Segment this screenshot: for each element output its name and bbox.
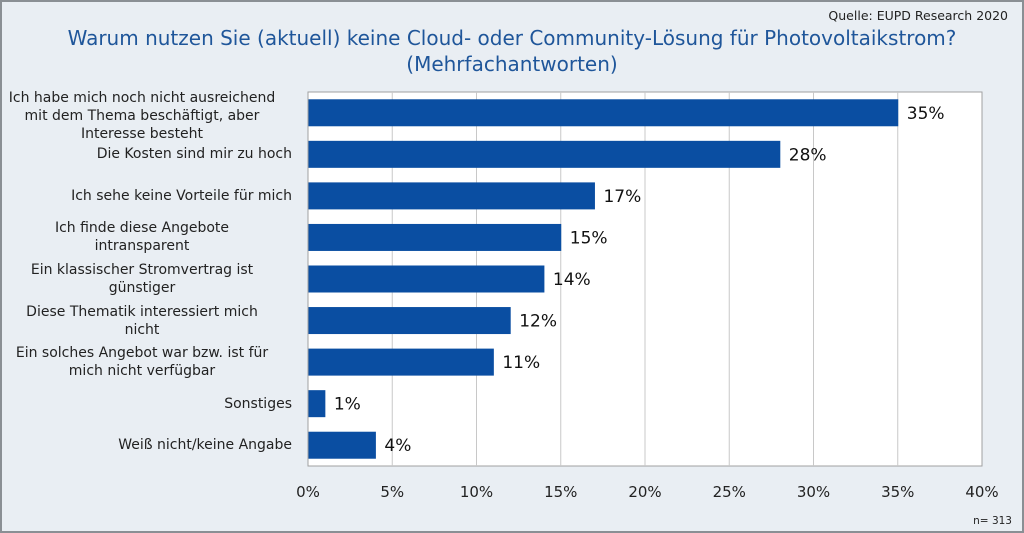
- bar: [308, 182, 595, 210]
- bar: [308, 390, 326, 418]
- category-label: Ein solches Angebot war bzw. ist für mich…: [0, 344, 292, 380]
- category-label: Sonstiges: [0, 395, 292, 413]
- value-label: 12%: [519, 312, 557, 332]
- source-label: Quelle: EUPD Research 2020: [828, 8, 1008, 23]
- category-label-line: Interesse besteht: [80, 126, 204, 142]
- category-label: Ich sehe keine Vorteile für mich: [0, 187, 292, 205]
- x-tick-label: 30%: [797, 483, 830, 501]
- category-label: Weiß nicht/keine Angabe: [0, 436, 292, 454]
- bar: [308, 431, 376, 459]
- bar: [308, 140, 781, 168]
- category-label-line: mich nicht verfügbar: [68, 363, 216, 380]
- category-label-line: Ich habe mich noch nicht ausreichend: [8, 90, 276, 106]
- category-label-line: Sonstiges: [224, 395, 292, 412]
- value-label: 17%: [603, 187, 641, 207]
- chart-title: Warum nutzen Sie (aktuell) keine Cloud- …: [2, 25, 1022, 77]
- value-label: 28%: [789, 145, 827, 165]
- category-label-line: Ich sehe keine Vorteile für mich: [71, 187, 292, 204]
- value-label: 4%: [384, 436, 411, 456]
- sample-size-note: n= 313: [973, 515, 1012, 527]
- bar: [308, 307, 511, 335]
- value-label: 11%: [502, 353, 540, 373]
- category-label: Die Kosten sind mir zu hoch: [0, 145, 292, 163]
- category-label-line: mit dem Thema beschäftigt, aber: [24, 108, 260, 124]
- category-label-line: Ein klassischer Stromvertrag ist: [30, 262, 254, 278]
- category-label-line: Diese Thematik interessiert mich: [26, 303, 258, 320]
- category-label-line: günstiger: [108, 280, 176, 296]
- x-tick-label: 0%: [296, 483, 320, 501]
- value-label: 35%: [907, 104, 945, 124]
- category-label-line: intransparent: [94, 238, 190, 255]
- bar: [308, 99, 899, 127]
- x-tick-label: 35%: [881, 483, 914, 501]
- category-label: Ich habe mich noch nicht ausreichend mit …: [0, 89, 292, 143]
- category-label: Ich finde diese Angebote intransparent: [0, 219, 292, 255]
- x-tick-label: 15%: [544, 483, 577, 501]
- category-label-line: nicht: [124, 321, 160, 338]
- value-label: 1%: [334, 395, 361, 415]
- bar: [308, 265, 545, 293]
- chart-title-line: Warum nutzen Sie (aktuell) keine Cloud- …: [67, 26, 957, 50]
- category-label-line: Ein solches Angebot war bzw. ist für: [15, 345, 269, 362]
- bar: [308, 223, 562, 251]
- x-tick-label: 40%: [965, 483, 998, 501]
- x-tick-label: 20%: [628, 483, 661, 501]
- x-tick-label: 5%: [380, 483, 404, 501]
- category-label: Diese Thematik interessiert mich nicht: [0, 303, 292, 339]
- category-label: Ein klassischer Stromvertrag ist günstige…: [0, 261, 292, 297]
- value-label: 15%: [570, 228, 608, 248]
- value-label: 14%: [553, 270, 591, 290]
- x-tick-label: 10%: [460, 483, 493, 501]
- x-tick-label: 25%: [713, 483, 746, 501]
- category-label-line: Ich finde diese Angebote: [54, 220, 230, 237]
- bar: [308, 348, 494, 376]
- category-label-line: Die Kosten sind mir zu hoch: [96, 146, 292, 163]
- chart-subtitle: (Mehrfachantworten): [406, 52, 618, 76]
- category-label-line: Weiß nicht/keine Angabe: [118, 437, 292, 454]
